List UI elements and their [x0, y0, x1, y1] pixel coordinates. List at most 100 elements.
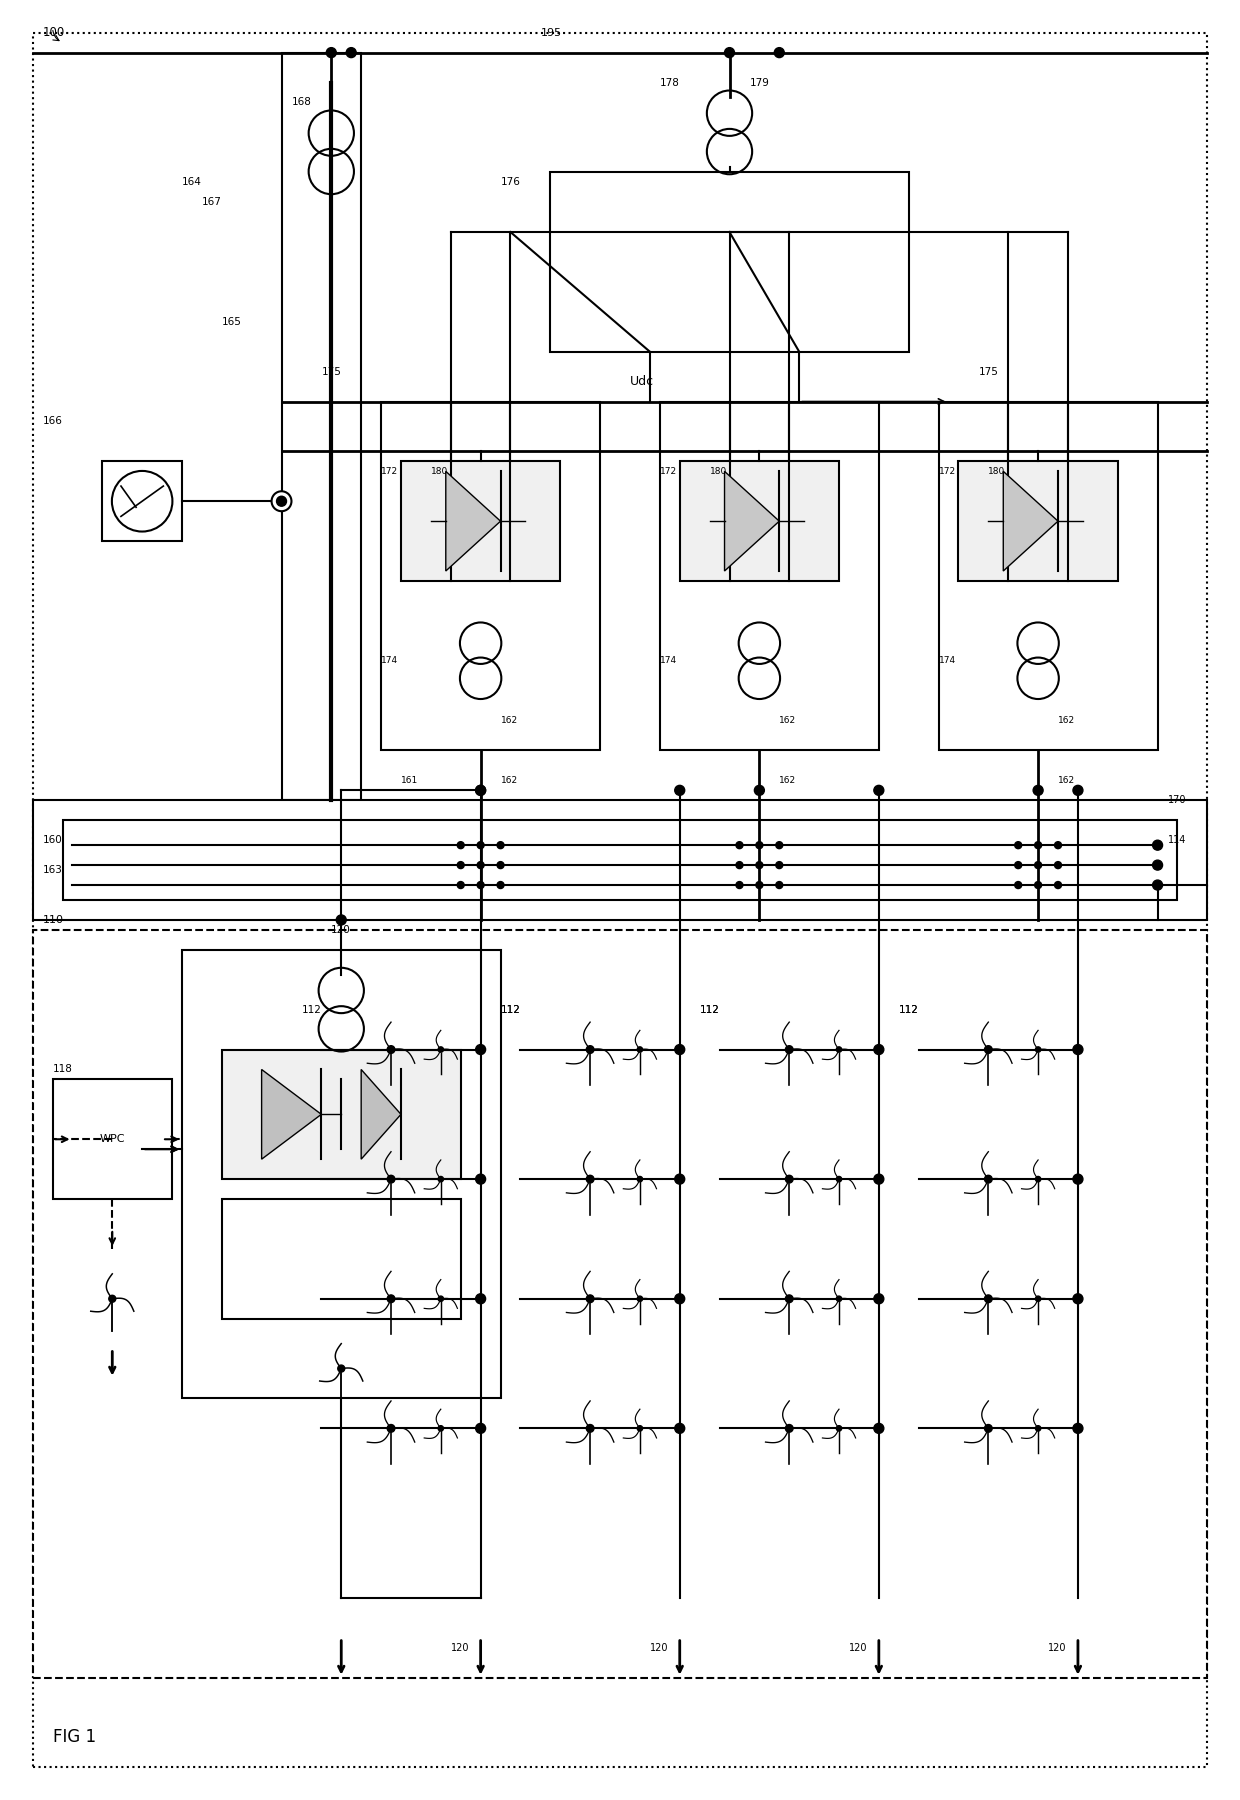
Circle shape	[985, 1424, 992, 1433]
Circle shape	[756, 882, 763, 889]
Text: 100: 100	[42, 27, 64, 40]
Circle shape	[438, 1048, 444, 1053]
Text: 112: 112	[899, 1004, 919, 1015]
Text: 170: 170	[1168, 796, 1185, 805]
Circle shape	[776, 842, 782, 848]
Circle shape	[1035, 1048, 1040, 1053]
Bar	[551, 173, 909, 351]
Circle shape	[109, 1296, 115, 1301]
Circle shape	[637, 1048, 642, 1053]
Circle shape	[785, 1175, 794, 1183]
Bar	[939, 401, 1158, 751]
Text: 112: 112	[899, 1004, 919, 1015]
Circle shape	[785, 1046, 794, 1053]
Text: 175: 175	[978, 367, 998, 376]
Text: 112: 112	[501, 1004, 521, 1015]
Circle shape	[836, 1426, 842, 1431]
Circle shape	[836, 1296, 842, 1301]
Bar	[103, 461, 182, 542]
Text: 118: 118	[52, 1064, 72, 1075]
Text: 172: 172	[660, 466, 677, 475]
Circle shape	[1034, 842, 1042, 848]
Circle shape	[1073, 1174, 1083, 1184]
Circle shape	[438, 1296, 444, 1301]
Circle shape	[1034, 882, 1042, 889]
Text: 162: 162	[1058, 716, 1075, 725]
Text: 162: 162	[779, 776, 796, 785]
Circle shape	[737, 842, 743, 848]
Circle shape	[836, 1048, 842, 1053]
Circle shape	[1014, 842, 1022, 848]
Circle shape	[1153, 880, 1163, 889]
Circle shape	[776, 882, 782, 889]
Text: 166: 166	[42, 416, 62, 427]
Polygon shape	[724, 472, 779, 571]
Circle shape	[458, 882, 464, 889]
Circle shape	[1033, 785, 1043, 796]
Circle shape	[477, 882, 484, 889]
Circle shape	[776, 862, 782, 869]
Bar	[62, 821, 1178, 900]
Text: 178: 178	[660, 77, 680, 88]
Text: 175: 175	[321, 367, 341, 376]
Circle shape	[477, 842, 484, 848]
Circle shape	[754, 785, 764, 796]
Circle shape	[326, 47, 336, 58]
Circle shape	[637, 1177, 642, 1183]
Circle shape	[737, 882, 743, 889]
Circle shape	[1014, 862, 1022, 869]
Circle shape	[497, 842, 503, 848]
Text: 174: 174	[660, 657, 677, 666]
Text: 180: 180	[430, 466, 448, 475]
Circle shape	[387, 1294, 394, 1303]
Circle shape	[387, 1424, 394, 1433]
Bar	[281, 52, 361, 801]
Circle shape	[476, 1044, 486, 1055]
Circle shape	[278, 497, 285, 506]
Bar	[401, 461, 560, 581]
Circle shape	[497, 862, 503, 869]
Circle shape	[637, 1426, 642, 1431]
Text: 110: 110	[42, 914, 63, 925]
Circle shape	[1073, 785, 1083, 796]
Text: WPC: WPC	[99, 1134, 125, 1145]
Circle shape	[587, 1424, 594, 1433]
Text: 164: 164	[182, 176, 202, 187]
Circle shape	[774, 47, 784, 58]
Circle shape	[1073, 1424, 1083, 1433]
Circle shape	[1034, 862, 1042, 869]
Text: 176: 176	[501, 176, 521, 187]
Circle shape	[476, 785, 486, 796]
Text: 112: 112	[501, 1004, 521, 1015]
Circle shape	[675, 785, 684, 796]
Circle shape	[438, 1177, 444, 1183]
Text: Udc: Udc	[630, 374, 653, 389]
Circle shape	[587, 1294, 594, 1303]
Circle shape	[587, 1175, 594, 1183]
Circle shape	[756, 842, 763, 848]
Circle shape	[587, 1046, 594, 1053]
Circle shape	[387, 1046, 394, 1053]
Circle shape	[476, 785, 486, 796]
Text: 120: 120	[1048, 1643, 1066, 1652]
Circle shape	[1014, 882, 1022, 889]
Circle shape	[387, 1175, 394, 1183]
Text: 162: 162	[501, 716, 517, 725]
Bar	[222, 1049, 461, 1179]
Text: 120: 120	[451, 1643, 469, 1652]
Text: 195: 195	[541, 27, 562, 38]
Bar	[32, 801, 1208, 920]
Text: 120: 120	[650, 1643, 668, 1652]
Text: 160: 160	[42, 835, 62, 846]
Circle shape	[1035, 1426, 1040, 1431]
Circle shape	[458, 862, 464, 869]
Circle shape	[985, 1175, 992, 1183]
Circle shape	[277, 497, 286, 506]
Circle shape	[874, 1424, 884, 1433]
Circle shape	[438, 1426, 444, 1431]
Circle shape	[985, 1046, 992, 1053]
Circle shape	[1073, 1294, 1083, 1303]
Circle shape	[1035, 1296, 1040, 1301]
Circle shape	[476, 1294, 486, 1303]
Text: 174: 174	[381, 657, 398, 666]
